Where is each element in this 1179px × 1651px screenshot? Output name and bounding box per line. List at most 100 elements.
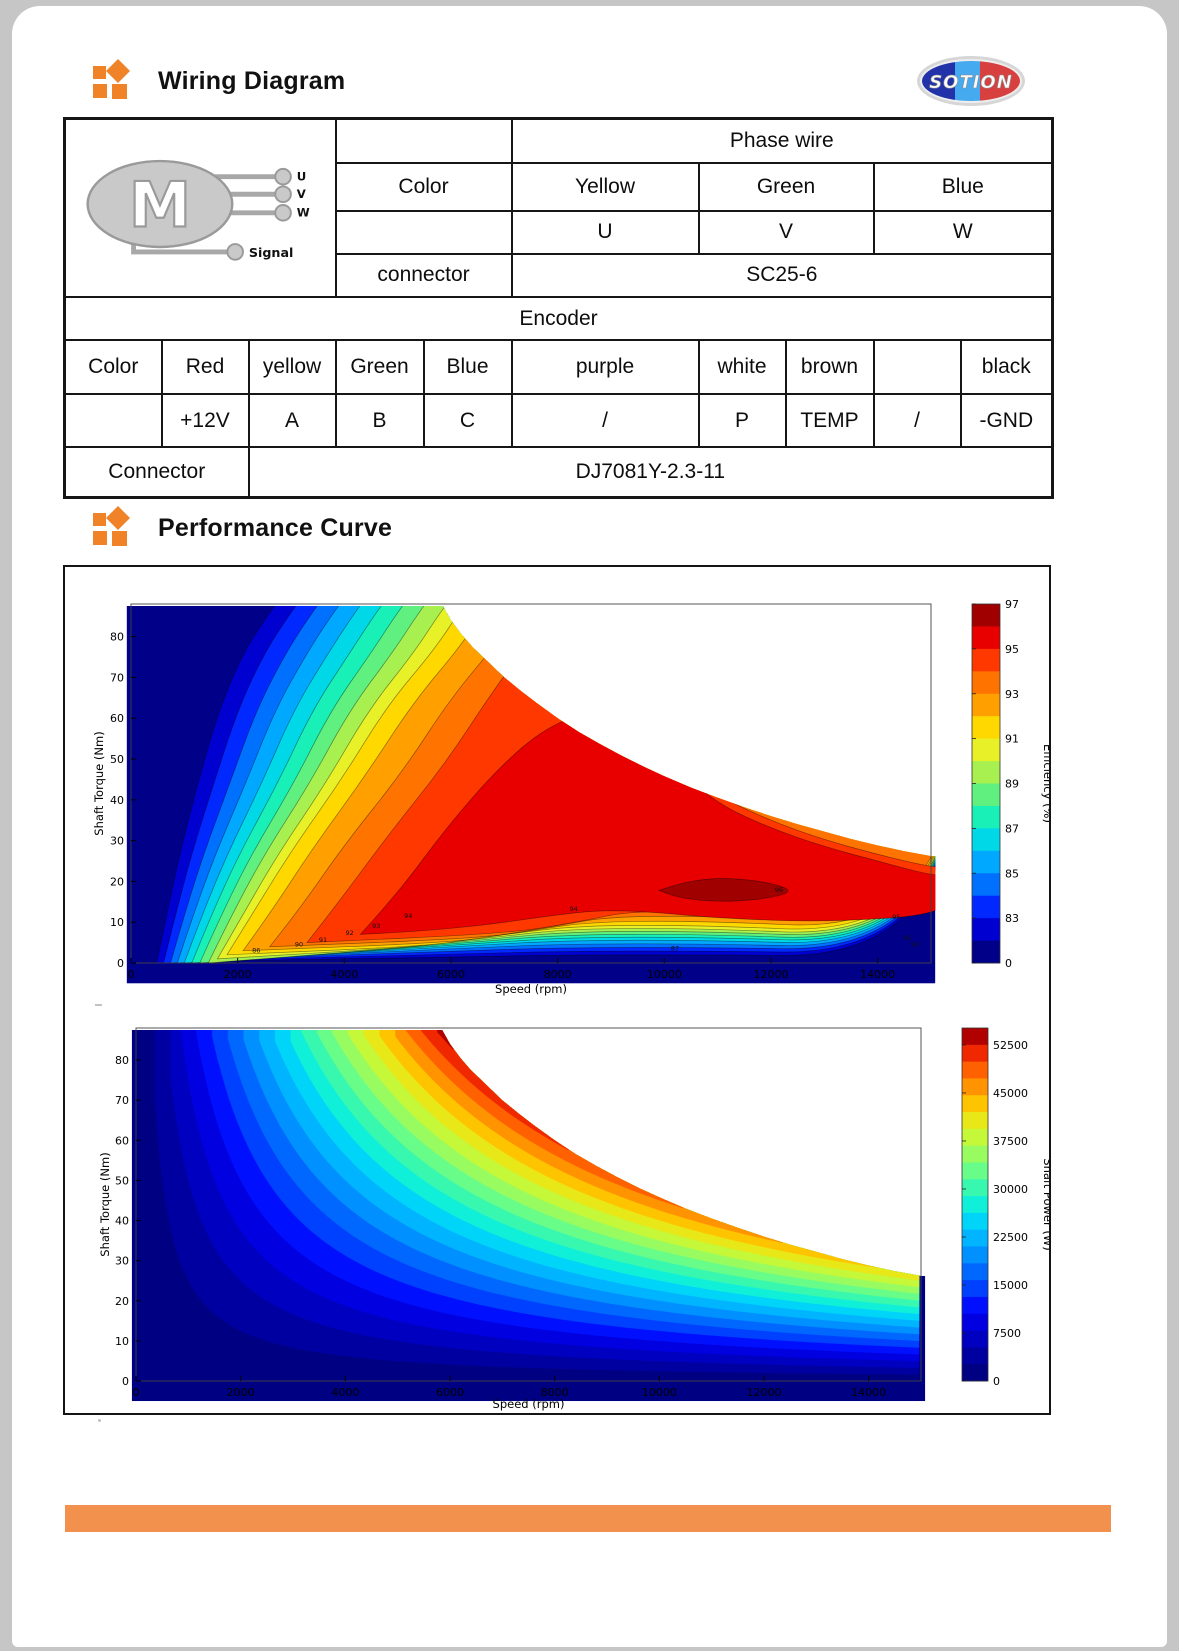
svg-text:92: 92 (903, 934, 911, 942)
svg-text:95: 95 (892, 913, 900, 921)
motor-diagram: M U V W Signal (86, 159, 309, 261)
svg-text:97: 97 (1005, 598, 1019, 611)
section-bullet-icon (93, 506, 130, 546)
svg-text:22500: 22500 (993, 1231, 1028, 1244)
encoder-color-white: white (697, 339, 787, 395)
svg-text:50: 50 (115, 1174, 129, 1187)
svg-text:70: 70 (110, 671, 124, 684)
svg-text:80: 80 (110, 631, 124, 644)
encoder-color-empty (872, 339, 962, 395)
motor-body (86, 159, 234, 249)
encoder-signal-a: A (247, 393, 337, 448)
svg-text:83: 83 (1005, 912, 1019, 925)
performance-curve-header: Performance Curve (90, 505, 392, 551)
encoder-color-label: Color (63, 339, 163, 395)
svg-text:12000: 12000 (747, 1386, 782, 1399)
blank-cell (63, 393, 163, 448)
svg-text:96: 96 (775, 886, 783, 894)
phase-terminal-v: V (697, 209, 875, 255)
svg-text:86: 86 (252, 946, 260, 954)
encoder-color-blue: Blue (422, 339, 513, 395)
pow-contour-field (131, 1030, 926, 1402)
phase-color-blue: Blue (872, 161, 1054, 212)
encoder-signal-12v: +12V (160, 393, 250, 448)
motor-diagram-cell: M U V W Signal (63, 117, 337, 298)
svg-text:60: 60 (115, 1134, 129, 1147)
phase-color-green: Green (697, 161, 875, 212)
svg-text:0: 0 (122, 1375, 129, 1388)
encoder-connector-label: Connector (63, 446, 250, 498)
svg-text:12000: 12000 (754, 968, 789, 981)
svg-text:90: 90 (911, 941, 919, 949)
svg-text:6000: 6000 (436, 1386, 464, 1399)
phase-terminal-u: U (510, 209, 700, 255)
svg-text:93: 93 (372, 922, 380, 930)
encoder-signal-p: P (697, 393, 787, 448)
svg-text:Shaft Torque (Nm): Shaft Torque (Nm) (98, 1152, 112, 1256)
svg-text:90: 90 (295, 940, 303, 948)
svg-text:8000: 8000 (544, 968, 572, 981)
print-artifact (95, 1004, 102, 1006)
performance-charts-panel: 94 93 92 91 90 86 94 87 96 95 92 90 0 2000 4000 6000 800… (63, 565, 1051, 1422)
pow-colorbar: 52500 45000 37500 30000 22500 15000 7500 0 Shaft… (961, 1027, 1049, 1388)
svg-text:45000: 45000 (993, 1087, 1028, 1100)
encoder-color-red: Red (160, 339, 250, 395)
logo-stripes (922, 61, 1020, 101)
svg-text:20: 20 (115, 1295, 129, 1308)
pow-axes: 0 2000 4000 6000 8000 10000 12000 14000 0 10 20 30 4… (98, 1027, 922, 1411)
svg-text:70: 70 (115, 1094, 129, 1107)
svg-text:87: 87 (671, 944, 679, 952)
svg-text:50: 50 (110, 753, 124, 766)
logo-text: SOTION (929, 72, 1013, 93)
terminal-u-label: U (296, 170, 306, 184)
section-bullet-icon (93, 59, 130, 99)
encoder-color-yellow: yellow (247, 339, 337, 395)
wiring-diagram-title: Wiring Diagram (158, 66, 346, 95)
encoder-header: Encoder (63, 296, 1054, 341)
phase-connector-label: connector (334, 252, 513, 299)
svg-text:60: 60 (110, 712, 124, 725)
svg-text:0: 0 (993, 1375, 1000, 1388)
svg-text:Efficiency (%): Efficiency (%) (1041, 744, 1049, 823)
eff-contour-field (126, 606, 936, 984)
svg-text:10: 10 (110, 916, 124, 929)
datasheet-page: Wiring Diagram SOTION (12, 6, 1167, 1647)
svg-text:4000: 4000 (331, 1386, 359, 1399)
shaft-power-contour-chart: 0 2000 4000 6000 8000 10000 12000 14000 0 10 20 30 4… (98, 1027, 1049, 1411)
svg-text:93: 93 (1005, 688, 1019, 701)
svg-text:87: 87 (1005, 822, 1019, 835)
encoder-signal-slash1: / (510, 393, 700, 448)
encoder-color-black: black (959, 339, 1054, 395)
svg-text:80: 80 (115, 1054, 129, 1067)
blank-cell (334, 117, 513, 164)
svg-text:0: 0 (117, 957, 124, 970)
terminal-w-label: W (296, 206, 309, 220)
wiring-diagram-header: Wiring Diagram (90, 58, 345, 104)
motor-m-label: M (129, 168, 191, 241)
svg-text:89: 89 (1005, 778, 1019, 791)
svg-text:94: 94 (404, 912, 412, 920)
svg-text:Speed (rpm): Speed (rpm) (495, 982, 567, 996)
svg-text:94: 94 (570, 905, 578, 913)
encoder-signal-temp: TEMP (784, 393, 875, 448)
encoder-signal-c: C (422, 393, 513, 448)
signal-label: Signal (249, 245, 294, 260)
svg-text:Shaft Torque (Nm): Shaft Torque (Nm) (92, 731, 106, 835)
wire-connectors (226, 167, 292, 261)
encoder-connector-value: DJ7081Y-2.3-11 (247, 446, 1054, 498)
svg-text:2000: 2000 (227, 1386, 255, 1399)
encoder-color-purple: purple (510, 339, 700, 395)
svg-text:2000: 2000 (224, 968, 252, 981)
blank-cell (334, 209, 513, 255)
svg-text:52500: 52500 (993, 1039, 1028, 1052)
svg-text:95: 95 (1005, 643, 1019, 656)
encoder-signal-gnd: -GND (959, 393, 1054, 448)
print-artifact (98, 1419, 101, 1422)
svg-text:91: 91 (1005, 733, 1019, 746)
svg-text:85: 85 (1005, 867, 1019, 880)
svg-text:Speed (rpm): Speed (rpm) (493, 1397, 565, 1411)
encoder-signal-slash2: / (872, 393, 962, 448)
phase-connector-value: SC25-6 (510, 252, 1054, 299)
svg-text:10000: 10000 (647, 968, 682, 981)
